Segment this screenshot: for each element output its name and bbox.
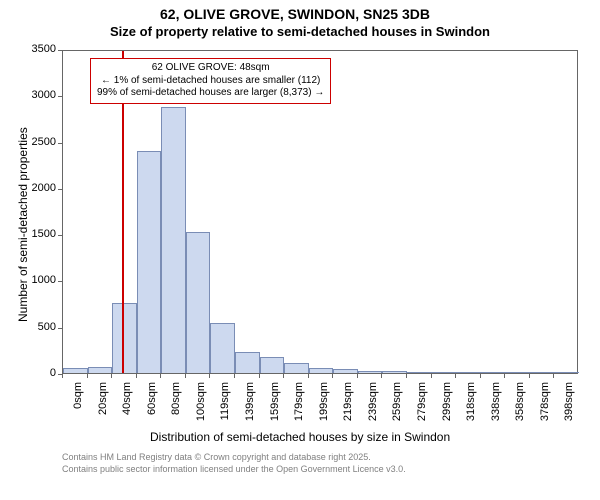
y-tick-label: 500 (38, 321, 56, 333)
y-tick (58, 189, 62, 190)
x-tick-label: 259sqm (391, 382, 403, 428)
y-tick-label: 1500 (32, 228, 56, 240)
x-tick (209, 374, 210, 378)
y-tick-label: 2000 (32, 182, 56, 194)
footer-line-2: Contains public sector information licen… (62, 464, 406, 474)
annotation-line: 62 OLIVE GROVE: 48sqm (97, 62, 324, 75)
y-tick-label: 3000 (32, 89, 56, 101)
x-tick (283, 374, 284, 378)
x-tick-label: 279sqm (416, 382, 428, 428)
histogram-bar (284, 363, 309, 373)
x-tick-label: 299sqm (441, 382, 453, 428)
histogram-bar (407, 372, 432, 373)
histogram-bar (554, 372, 579, 373)
x-tick (111, 374, 112, 378)
y-tick-label: 2500 (32, 136, 56, 148)
x-tick-label: 80sqm (170, 382, 182, 428)
x-tick (480, 374, 481, 378)
histogram-bar (481, 372, 506, 373)
histogram-bar (309, 368, 334, 373)
x-tick-label: 0sqm (72, 382, 84, 428)
x-tick (455, 374, 456, 378)
annotation-line: ← 1% of semi-detached houses are smaller… (97, 75, 324, 88)
x-tick-label: 398sqm (563, 382, 575, 428)
histogram-bar (333, 369, 358, 373)
x-tick-label: 199sqm (318, 382, 330, 428)
x-tick-label: 20sqm (97, 382, 109, 428)
y-tick (58, 96, 62, 97)
histogram-bar (161, 107, 186, 373)
footer-line-1: Contains HM Land Registry data © Crown c… (62, 452, 371, 462)
histogram-bar (112, 303, 137, 373)
x-tick-label: 358sqm (514, 382, 526, 428)
x-tick (160, 374, 161, 378)
x-tick (234, 374, 235, 378)
y-tick-label: 1000 (32, 274, 56, 286)
histogram-bar (382, 371, 407, 373)
x-tick (185, 374, 186, 378)
x-tick-label: 100sqm (195, 382, 207, 428)
histogram-bar (505, 372, 530, 373)
chart-title-sub: Size of property relative to semi-detach… (110, 24, 490, 39)
y-tick-label: 3500 (32, 43, 56, 55)
x-tick (136, 374, 137, 378)
annotation-box: 62 OLIVE GROVE: 48sqm← 1% of semi-detach… (90, 58, 331, 104)
x-tick-label: 239sqm (367, 382, 379, 428)
histogram-bar (358, 371, 383, 373)
x-tick (553, 374, 554, 378)
x-tick-label: 338sqm (490, 382, 502, 428)
histogram-bar (137, 151, 162, 373)
x-tick-label: 40sqm (121, 382, 133, 428)
histogram-bar (63, 368, 88, 373)
histogram-bar (456, 372, 481, 373)
x-tick (431, 374, 432, 378)
chart-title-main: 62, OLIVE GROVE, SWINDON, SN25 3DB (160, 6, 430, 22)
y-axis-label: Number of semi-detached properties (16, 127, 30, 322)
x-tick (381, 374, 382, 378)
x-tick (504, 374, 505, 378)
x-tick-label: 119sqm (219, 382, 231, 428)
x-tick (529, 374, 530, 378)
x-axis-label: Distribution of semi-detached houses by … (150, 430, 450, 444)
histogram-bar (88, 367, 113, 373)
x-tick-label: 378sqm (539, 382, 551, 428)
x-tick (357, 374, 358, 378)
x-tick-label: 60sqm (146, 382, 158, 428)
x-tick-label: 159sqm (269, 382, 281, 428)
x-tick (259, 374, 260, 378)
histogram-bar (186, 232, 211, 373)
y-tick (58, 235, 62, 236)
y-tick (58, 328, 62, 329)
histogram-bar (260, 357, 285, 373)
annotation-line: 99% of semi-detached houses are larger (… (97, 87, 324, 100)
x-tick-label: 139sqm (244, 382, 256, 428)
y-tick (58, 281, 62, 282)
histogram-bar (530, 372, 555, 373)
x-tick (87, 374, 88, 378)
x-tick-label: 318sqm (465, 382, 477, 428)
x-tick (308, 374, 309, 378)
x-tick-label: 219sqm (342, 382, 354, 428)
y-tick (58, 50, 62, 51)
histogram-bar (235, 352, 260, 373)
x-tick-label: 179sqm (293, 382, 305, 428)
x-tick (406, 374, 407, 378)
x-tick (332, 374, 333, 378)
x-tick (62, 374, 63, 378)
histogram-bar (210, 323, 235, 373)
histogram-bar (432, 372, 457, 373)
y-tick-label: 0 (50, 367, 56, 379)
y-tick (58, 143, 62, 144)
